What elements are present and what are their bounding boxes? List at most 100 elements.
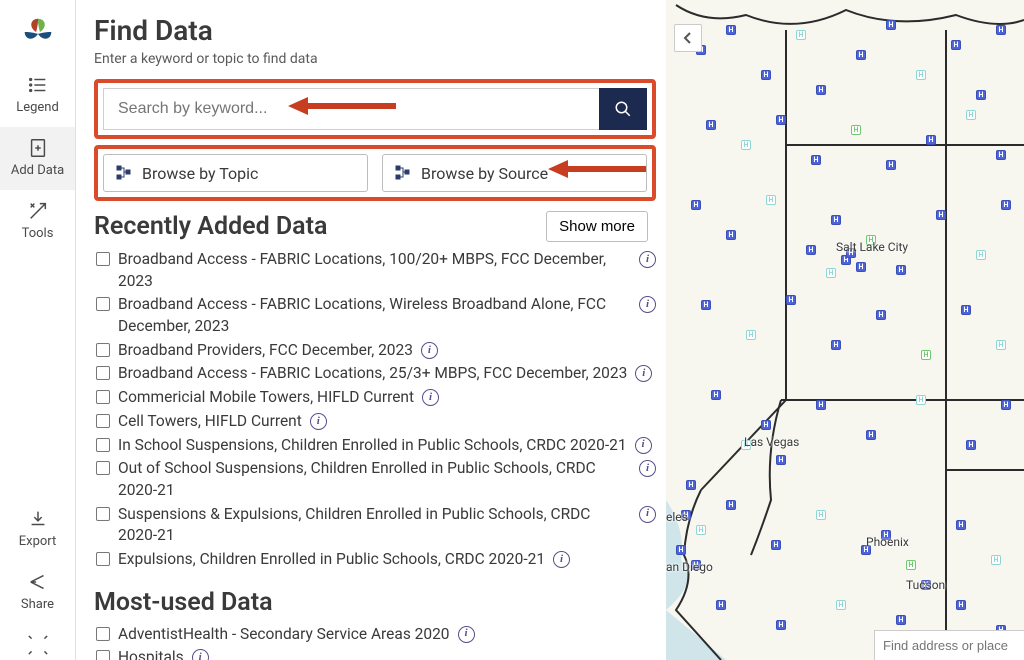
map-marker[interactable]: H: [776, 115, 786, 125]
map-marker[interactable]: H: [856, 50, 866, 60]
map-marker[interactable]: H: [996, 150, 1006, 160]
map-marker[interactable]: H: [706, 120, 716, 130]
layer-title[interactable]: Broadband Providers, FCC December, 2023: [118, 340, 413, 362]
map-marker[interactable]: H: [766, 195, 776, 205]
map-marker[interactable]: H: [776, 455, 786, 465]
map-viewport[interactable]: H H H H H H H H H H H H H H H H H H H H H H H H H H H H H H H H H H H H H H H H…: [666, 0, 1024, 660]
map-marker[interactable]: H: [886, 20, 896, 30]
search-button[interactable]: [599, 88, 647, 130]
map-marker[interactable]: H: [811, 155, 821, 165]
map-marker[interactable]: H: [686, 480, 696, 490]
info-icon[interactable]: i: [553, 551, 570, 568]
layer-checkbox[interactable]: [96, 366, 110, 380]
layer-title[interactable]: Cell Towers, HIFLD Current: [118, 411, 302, 433]
layer-title[interactable]: Broadband Access - FABRIC Locations, 25/…: [118, 363, 627, 385]
info-icon[interactable]: i: [639, 251, 656, 268]
map-marker[interactable]: H: [896, 615, 906, 625]
search-input[interactable]: [103, 88, 599, 130]
map-marker[interactable]: H: [711, 390, 721, 400]
map-marker[interactable]: H: [701, 300, 711, 310]
info-icon[interactable]: i: [421, 342, 438, 359]
info-icon[interactable]: i: [458, 626, 475, 643]
layer-checkbox[interactable]: [96, 252, 110, 266]
map-marker[interactable]: H: [936, 210, 946, 220]
map-marker[interactable]: H: [966, 440, 976, 450]
map-marker[interactable]: H: [961, 305, 971, 315]
map-marker[interactable]: H: [851, 125, 861, 135]
rail-legend[interactable]: Legend: [0, 64, 75, 127]
map-marker[interactable]: H: [1001, 400, 1011, 410]
map-marker[interactable]: H: [816, 400, 826, 410]
map-marker[interactable]: H: [866, 430, 876, 440]
map-marker[interactable]: H: [906, 560, 916, 570]
layer-checkbox[interactable]: [96, 438, 110, 452]
map-marker[interactable]: H: [956, 600, 966, 610]
layer-checkbox[interactable]: [96, 507, 110, 521]
map-marker[interactable]: H: [726, 500, 736, 510]
layer-checkbox[interactable]: [96, 627, 110, 641]
map-marker[interactable]: H: [996, 340, 1006, 350]
map-marker[interactable]: H: [921, 350, 931, 360]
map-marker[interactable]: H: [886, 160, 896, 170]
layer-title[interactable]: Out of School Suspensions, Children Enro…: [118, 458, 631, 501]
map-marker[interactable]: H: [976, 250, 986, 260]
layer-title[interactable]: Broadband Access - FABRIC Locations, 100…: [118, 249, 631, 292]
map-marker[interactable]: H: [976, 90, 986, 100]
map-marker[interactable]: H: [896, 265, 906, 275]
map-marker[interactable]: H: [951, 40, 961, 50]
browse-topic-button[interactable]: Browse by Topic: [103, 154, 368, 192]
info-icon[interactable]: i: [639, 296, 656, 313]
collapse-panel-button[interactable]: [674, 24, 702, 52]
show-more-button[interactable]: Show more: [546, 211, 648, 242]
layer-title[interactable]: Hospitals: [118, 647, 184, 660]
info-icon[interactable]: i: [635, 437, 652, 454]
map-marker[interactable]: H: [806, 245, 816, 255]
map-marker[interactable]: H: [831, 215, 841, 225]
map-marker[interactable]: H: [776, 620, 786, 630]
map-marker[interactable]: H: [816, 510, 826, 520]
layer-title[interactable]: Expulsions, Children Enrolled in Public …: [118, 549, 545, 571]
map-marker[interactable]: H: [796, 30, 806, 40]
map-marker[interactable]: H: [746, 330, 756, 340]
map-marker[interactable]: H: [876, 310, 886, 320]
map-marker[interactable]: H: [916, 395, 926, 405]
map-marker[interactable]: H: [831, 340, 841, 350]
info-icon[interactable]: i: [422, 389, 439, 406]
rail-more[interactable]: [0, 624, 75, 660]
map-marker[interactable]: H: [996, 25, 1006, 35]
map-marker[interactable]: H: [761, 70, 771, 80]
map-marker[interactable]: H: [991, 555, 1001, 565]
map-search-input[interactable]: [874, 630, 1024, 660]
map-marker[interactable]: H: [856, 262, 866, 272]
browse-source-button[interactable]: Browse by Source: [382, 154, 647, 192]
map-marker[interactable]: H: [761, 420, 771, 430]
layer-title[interactable]: In School Suspensions, Children Enrolled…: [118, 435, 627, 457]
info-icon[interactable]: i: [635, 365, 652, 382]
rail-tools[interactable]: Tools: [0, 190, 75, 253]
map-marker[interactable]: H: [716, 600, 726, 610]
map-marker[interactable]: H: [836, 600, 846, 610]
info-icon[interactable]: i: [639, 460, 656, 477]
map-marker[interactable]: H: [691, 200, 701, 210]
map-marker[interactable]: H: [726, 230, 736, 240]
layer-title[interactable]: Suspensions & Expulsions, Children Enrol…: [118, 504, 631, 547]
layer-title[interactable]: Broadband Access - FABRIC Locations, Wir…: [118, 294, 631, 337]
map-marker[interactable]: H: [786, 295, 796, 305]
layer-checkbox[interactable]: [96, 552, 110, 566]
layer-checkbox[interactable]: [96, 390, 110, 404]
map-marker[interactable]: H: [826, 268, 836, 278]
map-marker[interactable]: H: [676, 545, 686, 555]
layer-checkbox[interactable]: [96, 650, 110, 660]
map-marker[interactable]: H: [1001, 200, 1011, 210]
map-marker[interactable]: H: [696, 525, 706, 535]
info-icon[interactable]: i: [639, 506, 656, 523]
layer-checkbox[interactable]: [96, 461, 110, 475]
layer-title[interactable]: AdventistHealth - Secondary Service Area…: [118, 624, 450, 646]
info-icon[interactable]: i: [310, 413, 327, 430]
map-marker[interactable]: H: [956, 520, 966, 530]
rail-add-data[interactable]: Add Data: [0, 127, 75, 190]
map-marker[interactable]: H: [926, 135, 936, 145]
rail-share[interactable]: Share: [0, 561, 75, 624]
map-marker[interactable]: H: [771, 540, 781, 550]
map-marker[interactable]: H: [916, 70, 926, 80]
